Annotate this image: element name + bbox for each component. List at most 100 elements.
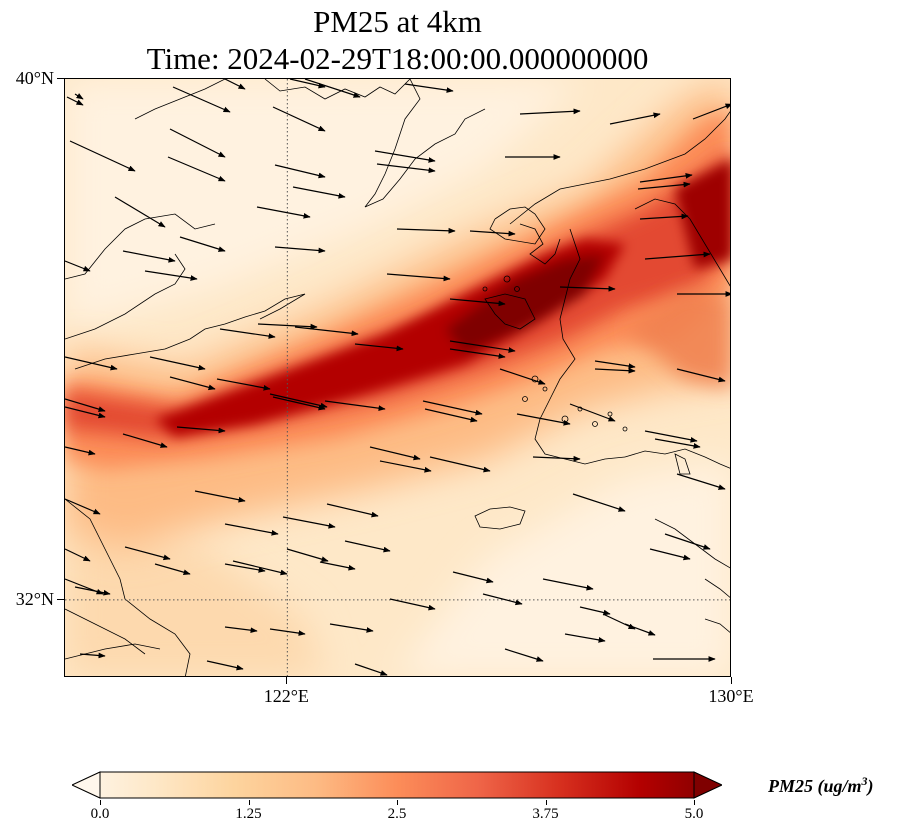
wind-arrow — [379, 460, 432, 473]
plume-middle — [65, 109, 730, 469]
wind-arrow — [282, 516, 336, 529]
wind-arrow — [167, 156, 226, 182]
wind-arrow — [289, 79, 326, 89]
wind-arrow — [569, 403, 616, 422]
wind-arrow — [396, 227, 456, 234]
wind-arrow — [294, 326, 359, 337]
wind-arrow — [654, 438, 701, 449]
wind-arrow — [449, 348, 506, 359]
wind-arrow — [169, 128, 226, 158]
wind-arrow — [169, 376, 216, 391]
wind-arrow — [469, 230, 516, 237]
wind-arrow — [319, 561, 356, 571]
lon-tick-label: 122°E — [263, 686, 309, 706]
colorbar-tick-label: 0.0 — [90, 806, 110, 822]
colorbar-label: PM25 (ug/m3) — [768, 774, 874, 796]
wind-arrow — [369, 446, 421, 461]
colorbar-tick-label: 1.25 — [235, 806, 262, 822]
coastlines — [65, 79, 730, 676]
wind-arrow — [376, 163, 436, 174]
wind-arrow — [224, 79, 246, 90]
lat-tick-label: 32°N — [15, 588, 54, 609]
wind-arrow — [609, 112, 661, 125]
gridlines — [65, 79, 730, 676]
plume-core — [155, 160, 730, 437]
wind-arrow — [269, 393, 328, 409]
wind-arrow — [559, 285, 616, 292]
wind-arrow — [69, 140, 136, 172]
wind-arrow — [624, 623, 656, 636]
map-title-line-1: PM25 at 4km — [313, 4, 482, 39]
lat-tick-mark — [57, 598, 64, 600]
wind-arrow — [386, 273, 451, 282]
lon-tick-mark — [286, 677, 288, 684]
wind-arrow — [664, 533, 711, 550]
wind-arrow — [676, 473, 726, 490]
colorbar-tick-label: 3.75 — [532, 806, 559, 822]
wind-arrow — [594, 360, 636, 369]
wind-arrow — [274, 246, 326, 254]
wind-arrow — [422, 400, 483, 416]
wind-arrow — [602, 613, 636, 630]
colorbar-tick-mark — [397, 800, 398, 805]
wind-arrow — [272, 396, 326, 411]
wind-arrow — [79, 652, 106, 659]
wind-arrow — [144, 270, 198, 281]
wind-arrow — [676, 368, 726, 383]
wind-arrow — [122, 250, 176, 263]
wind-arrow — [504, 648, 544, 662]
wind-arrow — [114, 196, 166, 228]
wind-arrow — [519, 108, 581, 115]
wind-arrow — [257, 323, 318, 330]
wind-arrow — [176, 426, 226, 434]
wind-arrow — [149, 356, 206, 371]
wind-arrow — [649, 548, 691, 561]
wind-arrow — [404, 83, 454, 93]
wind-arrow — [564, 633, 606, 643]
wind-arrow — [219, 328, 276, 339]
wind-arrow — [692, 103, 730, 120]
wind-arrow — [224, 626, 258, 634]
wind-arrow — [206, 660, 244, 671]
wind-arrow — [256, 206, 311, 219]
wind-arrow — [639, 213, 689, 220]
wind-arrow — [354, 663, 388, 676]
wind-arrow — [74, 586, 111, 596]
pm25-map — [64, 78, 731, 677]
wind-arrow — [354, 343, 404, 352]
wind-arrow — [516, 413, 571, 426]
lat-tick-mark — [57, 78, 64, 79]
wind-arrow — [172, 86, 231, 113]
wind-arrow — [639, 173, 693, 183]
wind-arrow — [224, 523, 279, 536]
wind-arrow — [65, 548, 91, 562]
wind-arrow — [329, 623, 374, 633]
wind-arrow — [449, 298, 506, 307]
colorbar-tick-label: 5.0 — [684, 806, 704, 822]
lat-tick-label: 40°N — [15, 68, 54, 88]
wind-arrow — [124, 546, 171, 561]
wind-arrow — [194, 490, 246, 503]
wind-arrow — [65, 398, 106, 412]
wind-arrow — [344, 540, 391, 553]
wind-arrow — [532, 455, 581, 462]
wind-arrow — [499, 368, 546, 385]
wind-arrow — [572, 493, 626, 512]
wind-arrow — [179, 236, 226, 252]
wind-arrow — [429, 456, 491, 473]
colorbar-tick-label: 2.5 — [387, 806, 407, 822]
colorbar-tick-mark — [248, 800, 250, 805]
colorbar-tick-mark — [694, 800, 695, 805]
wind-arrow — [154, 563, 191, 575]
wind-arrow — [286, 548, 329, 562]
colorbar — [72, 771, 722, 799]
wind-arrow — [65, 260, 91, 272]
wind-arrow — [292, 186, 346, 199]
wind-arrow — [269, 628, 306, 636]
wind-arrow — [482, 593, 523, 606]
wind-arrow — [66, 96, 84, 106]
wind-arrow — [449, 340, 516, 353]
wind-arrow — [65, 446, 96, 456]
wind-arrow — [272, 106, 326, 132]
wind-vectors — [65, 79, 730, 676]
